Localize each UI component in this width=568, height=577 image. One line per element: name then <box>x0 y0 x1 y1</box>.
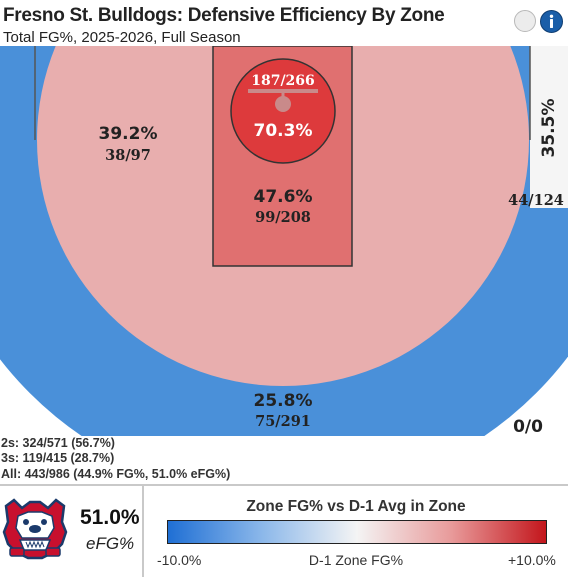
court-zone-map: 187/266 70.3% 47.6% 99/208 39.2% 38/97 3… <box>0 46 568 436</box>
paint-made-att: 99/208 <box>255 209 311 226</box>
info-icon[interactable] <box>540 10 563 33</box>
corner-three-right-pct: 35.5% <box>539 99 559 158</box>
hoop <box>275 96 291 112</box>
efg-value: 51.0% <box>80 506 140 529</box>
summary-twos: 2s: 324/571 (56.7%) <box>1 436 115 450</box>
zone-corner-three-right <box>530 46 568 208</box>
legend-color-bar <box>167 520 547 544</box>
paint-pct: 47.6% <box>254 187 313 207</box>
panel-divider-vertical <box>142 484 144 577</box>
restricted-area-pct: 70.3% <box>254 121 313 141</box>
legend-mid-label: D-1 Zone FG% <box>308 552 404 568</box>
chart-header: Fresno St. Bulldogs: Defensive Efficienc… <box>0 0 568 46</box>
bulldog-logo <box>2 498 68 560</box>
legend-title: Zone FG% vs D-1 Avg in Zone <box>246 498 466 515</box>
shot-summary: 2s: 324/571 (56.7%) 3s: 119/415 (28.7%) … <box>1 436 230 482</box>
restricted-area-made-att: 187/266 <box>251 73 315 89</box>
toggle-circle-button[interactable] <box>514 10 536 32</box>
corner-three-right-made-att: 44/124 <box>508 192 564 209</box>
midrange-left-made-att: 38/97 <box>105 147 151 164</box>
bottom-panel: 51.0% eFG% Zone FG% vs D-1 Avg in Zone -… <box>0 484 568 577</box>
zone-corner-left <box>0 46 35 208</box>
above-break-three-made-att: 75/291 <box>255 413 311 430</box>
panel-divider-top <box>0 484 568 486</box>
above-break-three-pct: 25.8% <box>254 391 313 411</box>
legend-min-label: -10.0% <box>157 552 202 568</box>
efg-label: eFG% <box>86 534 135 553</box>
midrange-left-pct: 39.2% <box>99 124 158 144</box>
summary-all: All: 443/986 (44.9% FG%, 51.0% eFG%) <box>1 466 231 481</box>
chart-subtitle: Total FG%, 2025-2026, Full Season <box>3 29 241 46</box>
heave-made-att: 0/0 <box>513 417 543 436</box>
legend-max-label: +10.0% <box>508 552 556 568</box>
summary-threes: 3s: 119/415 (28.7%) <box>1 451 115 466</box>
chart-title: Fresno St. Bulldogs: Defensive Efficienc… <box>3 5 445 26</box>
